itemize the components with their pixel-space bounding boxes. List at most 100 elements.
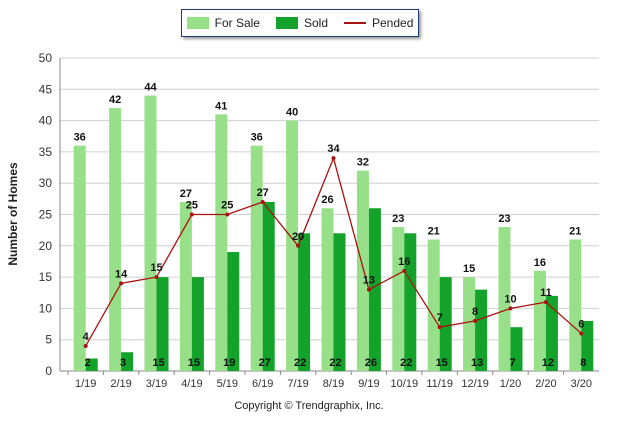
label-for-sale: 36 — [74, 132, 86, 144]
y-tick-label: 50 — [39, 51, 53, 65]
y-axis-label: Number of Homes — [6, 162, 20, 266]
label-sold: 8 — [580, 357, 586, 369]
label-for-sale: 32 — [357, 157, 369, 169]
label-pended: 10 — [504, 293, 516, 305]
bar-for-sale — [179, 201, 192, 371]
bar-for-sale — [356, 170, 369, 371]
x-tick-label: 10/19 — [391, 378, 419, 390]
x-tick-label: 6/19 — [252, 378, 273, 390]
bar-for-sale — [109, 108, 122, 371]
label-for-sale: 36 — [251, 132, 263, 144]
bar-for-sale — [569, 239, 582, 371]
legend-item-sold[interactable]: Sold — [275, 16, 328, 30]
y-tick-label: 20 — [39, 239, 53, 253]
pended-point — [508, 306, 513, 311]
bar-for-sale — [498, 227, 511, 371]
pended-line-swatch-icon — [344, 22, 366, 24]
label-for-sale: 44 — [144, 82, 157, 94]
data-labels: 36 2 42 3 44 15 27 15 41 19 36 27 40 22 26 22 32 26 23 22 21… — [74, 82, 587, 369]
x-tick-label: 1/19 — [75, 378, 96, 390]
label-for-sale: 21 — [428, 226, 440, 238]
pended-point — [189, 212, 194, 217]
for-sale-swatch-icon — [186, 17, 209, 29]
pended-point — [331, 156, 336, 161]
label-sold: 2 — [85, 357, 91, 369]
bar-sold — [298, 233, 311, 371]
label-for-sale: 26 — [321, 194, 333, 206]
bar-sold — [191, 277, 204, 371]
bar-for-sale — [286, 120, 299, 371]
label-sold: 26 — [365, 357, 377, 369]
pended-point — [402, 268, 407, 273]
label-pended: 13 — [363, 275, 375, 287]
copyright-text: Copyright © Trendgraphix, Inc. — [234, 400, 384, 412]
x-tick-label: 11/19 — [426, 378, 453, 390]
bar-sold — [156, 277, 169, 371]
bar-sold — [227, 252, 240, 371]
x-tick-label: 3/19 — [146, 378, 167, 390]
y-tick-label: 45 — [39, 82, 53, 96]
label-sold: 15 — [188, 357, 200, 369]
pended-point — [119, 281, 124, 286]
label-for-sale: 41 — [215, 100, 227, 112]
bar-sold — [439, 277, 452, 371]
pended-point — [225, 212, 230, 217]
bar-for-sale — [215, 114, 228, 371]
bar-sold — [262, 201, 275, 371]
bar-sold — [581, 320, 594, 371]
legend-label-pended: Pended — [372, 16, 414, 30]
label-pended: 25 — [221, 200, 233, 212]
label-sold: 19 — [223, 357, 235, 369]
bar-sold — [404, 233, 417, 371]
label-for-sale: 16 — [534, 257, 546, 269]
pended-point — [154, 275, 159, 280]
x-tick-label: 12/19 — [461, 378, 489, 390]
label-for-sale: 15 — [463, 263, 475, 275]
x-tick-label: 8/19 — [323, 378, 344, 390]
label-sold: 27 — [259, 357, 271, 369]
x-tick-label: 2/20 — [535, 378, 556, 390]
legend-item-pended[interactable]: Pended — [344, 16, 413, 30]
label-for-sale: 40 — [286, 107, 298, 119]
pended-point — [543, 300, 548, 305]
bar-sold — [85, 358, 98, 371]
label-sold: 13 — [471, 357, 483, 369]
bar-for-sale — [533, 270, 546, 371]
legend-label-sold: Sold — [303, 16, 328, 30]
y-tick-label: 15 — [39, 270, 53, 284]
sold-swatch-icon — [275, 17, 298, 29]
y-tick-label: 10 — [39, 301, 53, 315]
y-tick-label: 5 — [45, 333, 52, 347]
bar-for-sale — [392, 227, 405, 371]
label-pended: 34 — [327, 143, 340, 155]
pended-point — [296, 243, 301, 248]
label-for-sale: 27 — [180, 188, 192, 200]
bar-for-sale — [463, 277, 476, 371]
label-pended: 8 — [472, 306, 478, 318]
label-sold: 22 — [329, 357, 341, 369]
label-for-sale: 42 — [109, 94, 121, 106]
axes: 0 5 10 15 20 25 30 35 40 45 50 1/19 2/19 3/19 4/19 5/19… — [39, 51, 592, 390]
label-pended: 16 — [398, 256, 410, 268]
label-pended: 15 — [150, 262, 162, 274]
x-tick-label: 7/19 — [287, 378, 308, 390]
label-sold: 22 — [294, 357, 306, 369]
label-pended: 25 — [186, 200, 198, 212]
legend-item-for-sale[interactable]: For Sale — [186, 16, 260, 30]
label-pended: 7 — [437, 312, 443, 324]
label-sold: 22 — [400, 357, 412, 369]
label-for-sale: 21 — [569, 226, 581, 238]
label-sold: 3 — [120, 357, 126, 369]
pended-line — [83, 156, 584, 348]
pended-point — [437, 325, 442, 330]
bar-sold — [121, 352, 134, 371]
label-pended: 14 — [115, 268, 128, 280]
label-for-sale: 23 — [392, 213, 404, 225]
bar-for-sale — [321, 208, 334, 371]
label-pended: 6 — [578, 318, 584, 330]
bar-for-sale — [144, 95, 157, 371]
bar-sold — [333, 233, 346, 371]
label-for-sale: 23 — [498, 213, 510, 225]
x-tick-label: 2/19 — [110, 378, 131, 390]
